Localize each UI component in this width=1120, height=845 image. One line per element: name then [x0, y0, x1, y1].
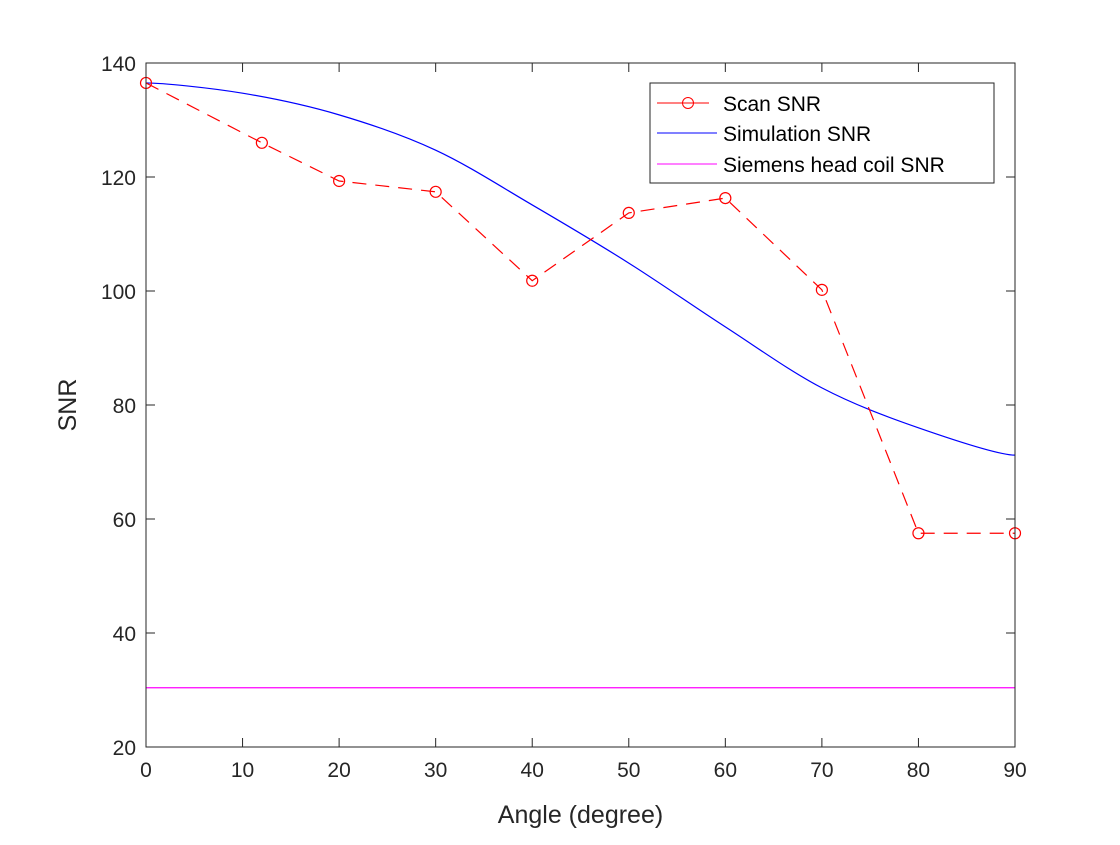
simulation-snr-line — [145, 82, 1016, 456]
x-tick-label: 80 — [907, 759, 930, 782]
x-tick-label: 30 — [424, 759, 447, 782]
plot-lines — [139, 76, 1022, 689]
y-tick-label: 140 — [101, 53, 136, 76]
x-tick-label: 90 — [1003, 759, 1026, 782]
scan-snr-point — [429, 185, 442, 198]
x-tick-label: 40 — [521, 759, 544, 782]
y-tick-label: 40 — [113, 623, 136, 646]
scan-snr-point — [912, 527, 925, 540]
legend-scan-label: Scan SNR — [723, 93, 821, 116]
scan-snr-point — [526, 274, 539, 287]
legend-siemens-label: Siemens head coil SNR — [723, 154, 945, 177]
x-tick-label: 10 — [231, 759, 254, 782]
x-tick-label: 60 — [714, 759, 737, 782]
legend: Scan SNR Simulation SNR Siemens head coi… — [649, 82, 995, 184]
x-tick-label: 0 — [140, 759, 152, 782]
legend-simulation-label: Simulation SNR — [723, 123, 871, 146]
legend-scan-marker — [682, 97, 694, 109]
y-tick-label: 80 — [113, 395, 136, 418]
x-tick-label: 70 — [810, 759, 833, 782]
y-tick-label: 120 — [101, 167, 136, 190]
x-tick-label: 20 — [327, 759, 350, 782]
scan-snr-point — [255, 136, 268, 149]
y-axis-label: SNR — [54, 379, 82, 432]
y-tick-label: 20 — [113, 737, 136, 760]
scan-snr-point — [719, 191, 732, 205]
y-tick-label: 100 — [101, 281, 136, 304]
x-axis-label: Angle (degree) — [498, 801, 663, 829]
scan-snr-point — [622, 206, 635, 220]
scan-snr-point — [333, 174, 346, 188]
ticks: 0 10 20 30 40 50 60 70 80 90 20 40 60 80 100 120 140 — [101, 53, 1027, 782]
x-tick-label: 50 — [617, 759, 640, 782]
scan-snr-line — [145, 82, 1015, 534]
y-tick-label: 60 — [113, 509, 136, 532]
scan-snr-point — [815, 283, 828, 296]
